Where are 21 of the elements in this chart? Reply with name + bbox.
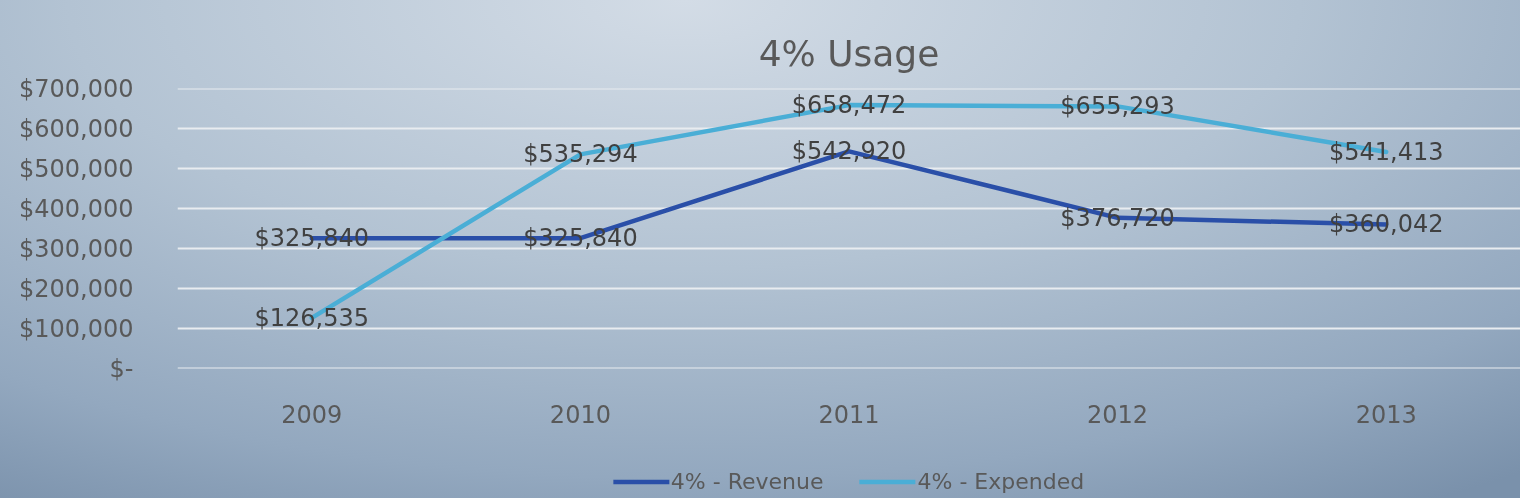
x-tick-label: 2012 xyxy=(1087,400,1149,429)
y-tick-label: $400,000 xyxy=(18,194,134,223)
data-label: $325,840 xyxy=(254,224,370,253)
chart-title: 4% Usage xyxy=(758,32,940,74)
data-label: $542,920 xyxy=(791,137,907,166)
x-tick-label: 2009 xyxy=(281,400,343,429)
y-tick-label: $- xyxy=(109,354,134,383)
y-tick-label: $700,000 xyxy=(18,74,134,103)
x-tick-label: 2013 xyxy=(1355,400,1417,429)
y-tick-label: $200,000 xyxy=(18,274,134,303)
x-tick-label: 2011 xyxy=(818,400,880,429)
legend-label: 4% - Expended xyxy=(917,468,1085,494)
data-label: $360,042 xyxy=(1328,210,1444,239)
legend-label: 4% - Revenue xyxy=(670,468,824,494)
x-tick-label: 2010 xyxy=(549,400,611,429)
data-label: $126,535 xyxy=(254,303,370,332)
y-tick-label: $500,000 xyxy=(18,154,134,183)
y-tick-label: $100,000 xyxy=(18,314,134,343)
y-tick-label: $600,000 xyxy=(18,114,134,143)
y-tick-label: $300,000 xyxy=(18,234,134,263)
data-label: $541,413 xyxy=(1328,137,1444,166)
